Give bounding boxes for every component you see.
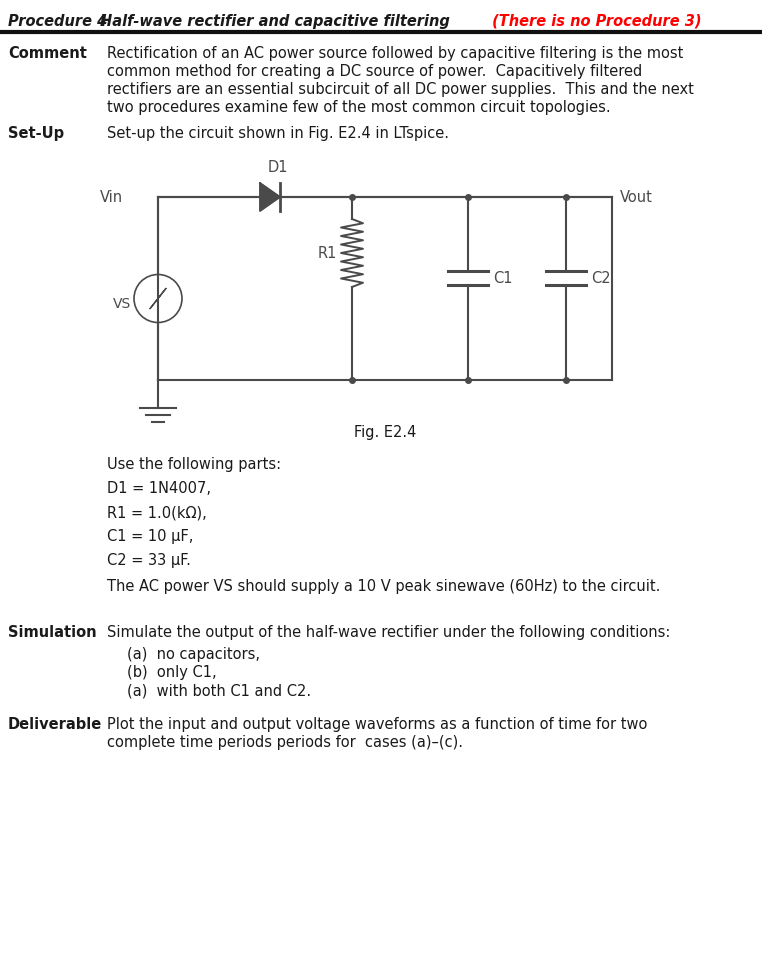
Text: R1: R1 bbox=[318, 246, 337, 260]
Text: Comment: Comment bbox=[8, 46, 87, 61]
Text: rectifiers are an essential subcircuit of all DC power supplies.  This and the n: rectifiers are an essential subcircuit o… bbox=[107, 82, 694, 97]
Text: C2 = 33 μF.: C2 = 33 μF. bbox=[107, 553, 191, 568]
Text: (a)  with both C1 and C2.: (a) with both C1 and C2. bbox=[127, 683, 311, 698]
Text: VS: VS bbox=[113, 296, 131, 310]
Text: Set-up the circuit shown in Fig. E2.4 in LTspice.: Set-up the circuit shown in Fig. E2.4 in… bbox=[107, 126, 449, 141]
Text: common method for creating a DC source of power.  Capacitively filtered: common method for creating a DC source o… bbox=[107, 64, 642, 79]
Text: Simulate the output of the half-wave rectifier under the following conditions:: Simulate the output of the half-wave rec… bbox=[107, 625, 670, 640]
Text: Set-Up: Set-Up bbox=[8, 126, 64, 141]
Text: Rectification of an AC power source followed by capacitive filtering is the most: Rectification of an AC power source foll… bbox=[107, 46, 683, 61]
Text: Deliverable: Deliverable bbox=[8, 717, 102, 732]
Text: Vin: Vin bbox=[100, 191, 123, 205]
Text: R1 = 1.0(kΩ),: R1 = 1.0(kΩ), bbox=[107, 505, 207, 520]
Text: Half-wave rectifier and capacitive filtering: Half-wave rectifier and capacitive filte… bbox=[100, 14, 450, 29]
Text: The AC power VS should supply a 10 V peak sinewave (60Hz) to the circuit.: The AC power VS should supply a 10 V pea… bbox=[107, 579, 660, 594]
Text: Procedure 4: Procedure 4 bbox=[8, 14, 107, 29]
Text: Use the following parts:: Use the following parts: bbox=[107, 457, 281, 472]
Text: C2: C2 bbox=[591, 271, 611, 286]
Text: D1 = 1N4007,: D1 = 1N4007, bbox=[107, 481, 211, 496]
Text: (a)  no capacitors,: (a) no capacitors, bbox=[127, 647, 260, 662]
Text: C1: C1 bbox=[493, 271, 512, 286]
Text: (There is no Procedure 3): (There is no Procedure 3) bbox=[487, 14, 702, 29]
Text: Simulation: Simulation bbox=[8, 625, 97, 640]
Text: complete time periods periods for  cases (a)–(c).: complete time periods periods for cases … bbox=[107, 735, 463, 750]
Polygon shape bbox=[260, 183, 280, 211]
Text: two procedures examine few of the most common circuit topologies.: two procedures examine few of the most c… bbox=[107, 100, 611, 115]
Text: Vout: Vout bbox=[620, 191, 653, 205]
Text: D1: D1 bbox=[268, 160, 288, 175]
Text: C1 = 10 μF,: C1 = 10 μF, bbox=[107, 529, 193, 544]
Text: Fig. E2.4: Fig. E2.4 bbox=[354, 425, 416, 440]
Text: (b)  only C1,: (b) only C1, bbox=[127, 665, 216, 680]
Text: Plot the input and output voltage waveforms as a function of time for two: Plot the input and output voltage wavefo… bbox=[107, 717, 647, 732]
